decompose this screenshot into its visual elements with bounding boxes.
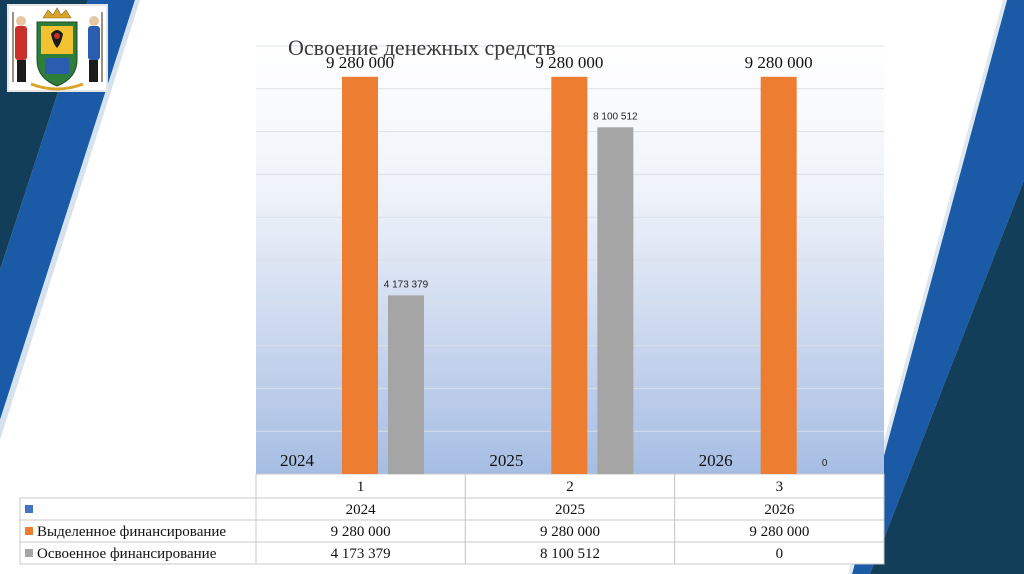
city-coat-of-arms-emblem [7,4,108,92]
data-label-allocated: 9 280 000 [326,53,394,72]
legend-swatch [25,505,33,513]
table-cell-value: 2025 [555,502,585,518]
data-label-used: 0 [822,458,828,469]
legend-entry: Выделенное финансирование [37,524,226,540]
table-cell-value: 8 100 512 [540,546,600,562]
table-cell-value: 2024 [346,502,377,518]
table-cell-value: 9 280 000 [540,524,600,540]
legend-swatch [25,549,33,557]
data-label-used: 4 173 379 [384,279,429,290]
table-cell-value: 9 280 000 [331,524,391,540]
legend-entry: Освоенное финансирование [37,546,217,562]
left-light-stripe [0,0,140,440]
table-cell-value: 2026 [764,502,795,518]
data-label-allocated: 9 280 000 [745,53,813,72]
data-table: 2024 2025 2026 Выделенное финансирование 9 2… [19,497,885,565]
category-year-label: 2024 [280,451,315,470]
right-light-stripe [848,0,1007,574]
bar-used [597,127,634,474]
category-tick-label: 3 [776,479,784,495]
data-labels: 1 2024 9 280 000 4 173 379 2 2025 9 280 000 8 1… [280,53,828,495]
category-year-label: 2026 [699,451,733,470]
category-cell [464,473,676,499]
table-cell [674,541,885,565]
bar-used [388,295,424,474]
category-axis-cells [255,473,885,499]
chart-title: Освоение денежных средств [288,35,556,60]
data-label-used: 8 100 512 [593,111,638,122]
table-cell-value: 0 [776,546,784,562]
bar-allocated [342,76,378,474]
right-dark-band [870,180,1024,574]
category-tick-label: 2 [566,479,574,495]
data-label-allocated: 9 280 000 [535,53,603,72]
bar-allocated [551,76,588,474]
right-blue-band [852,0,1024,574]
category-tick-label: 1 [357,479,365,495]
table-cell-value: 9 280 000 [749,524,809,540]
table-legend-cell [19,497,257,521]
table-cell-value: 4 173 379 [331,546,391,562]
legend-swatch [25,527,33,535]
category-year-label: 2025 [489,451,523,470]
category-cell [674,473,885,499]
bar-series [342,76,797,474]
bar-allocated [760,76,797,474]
